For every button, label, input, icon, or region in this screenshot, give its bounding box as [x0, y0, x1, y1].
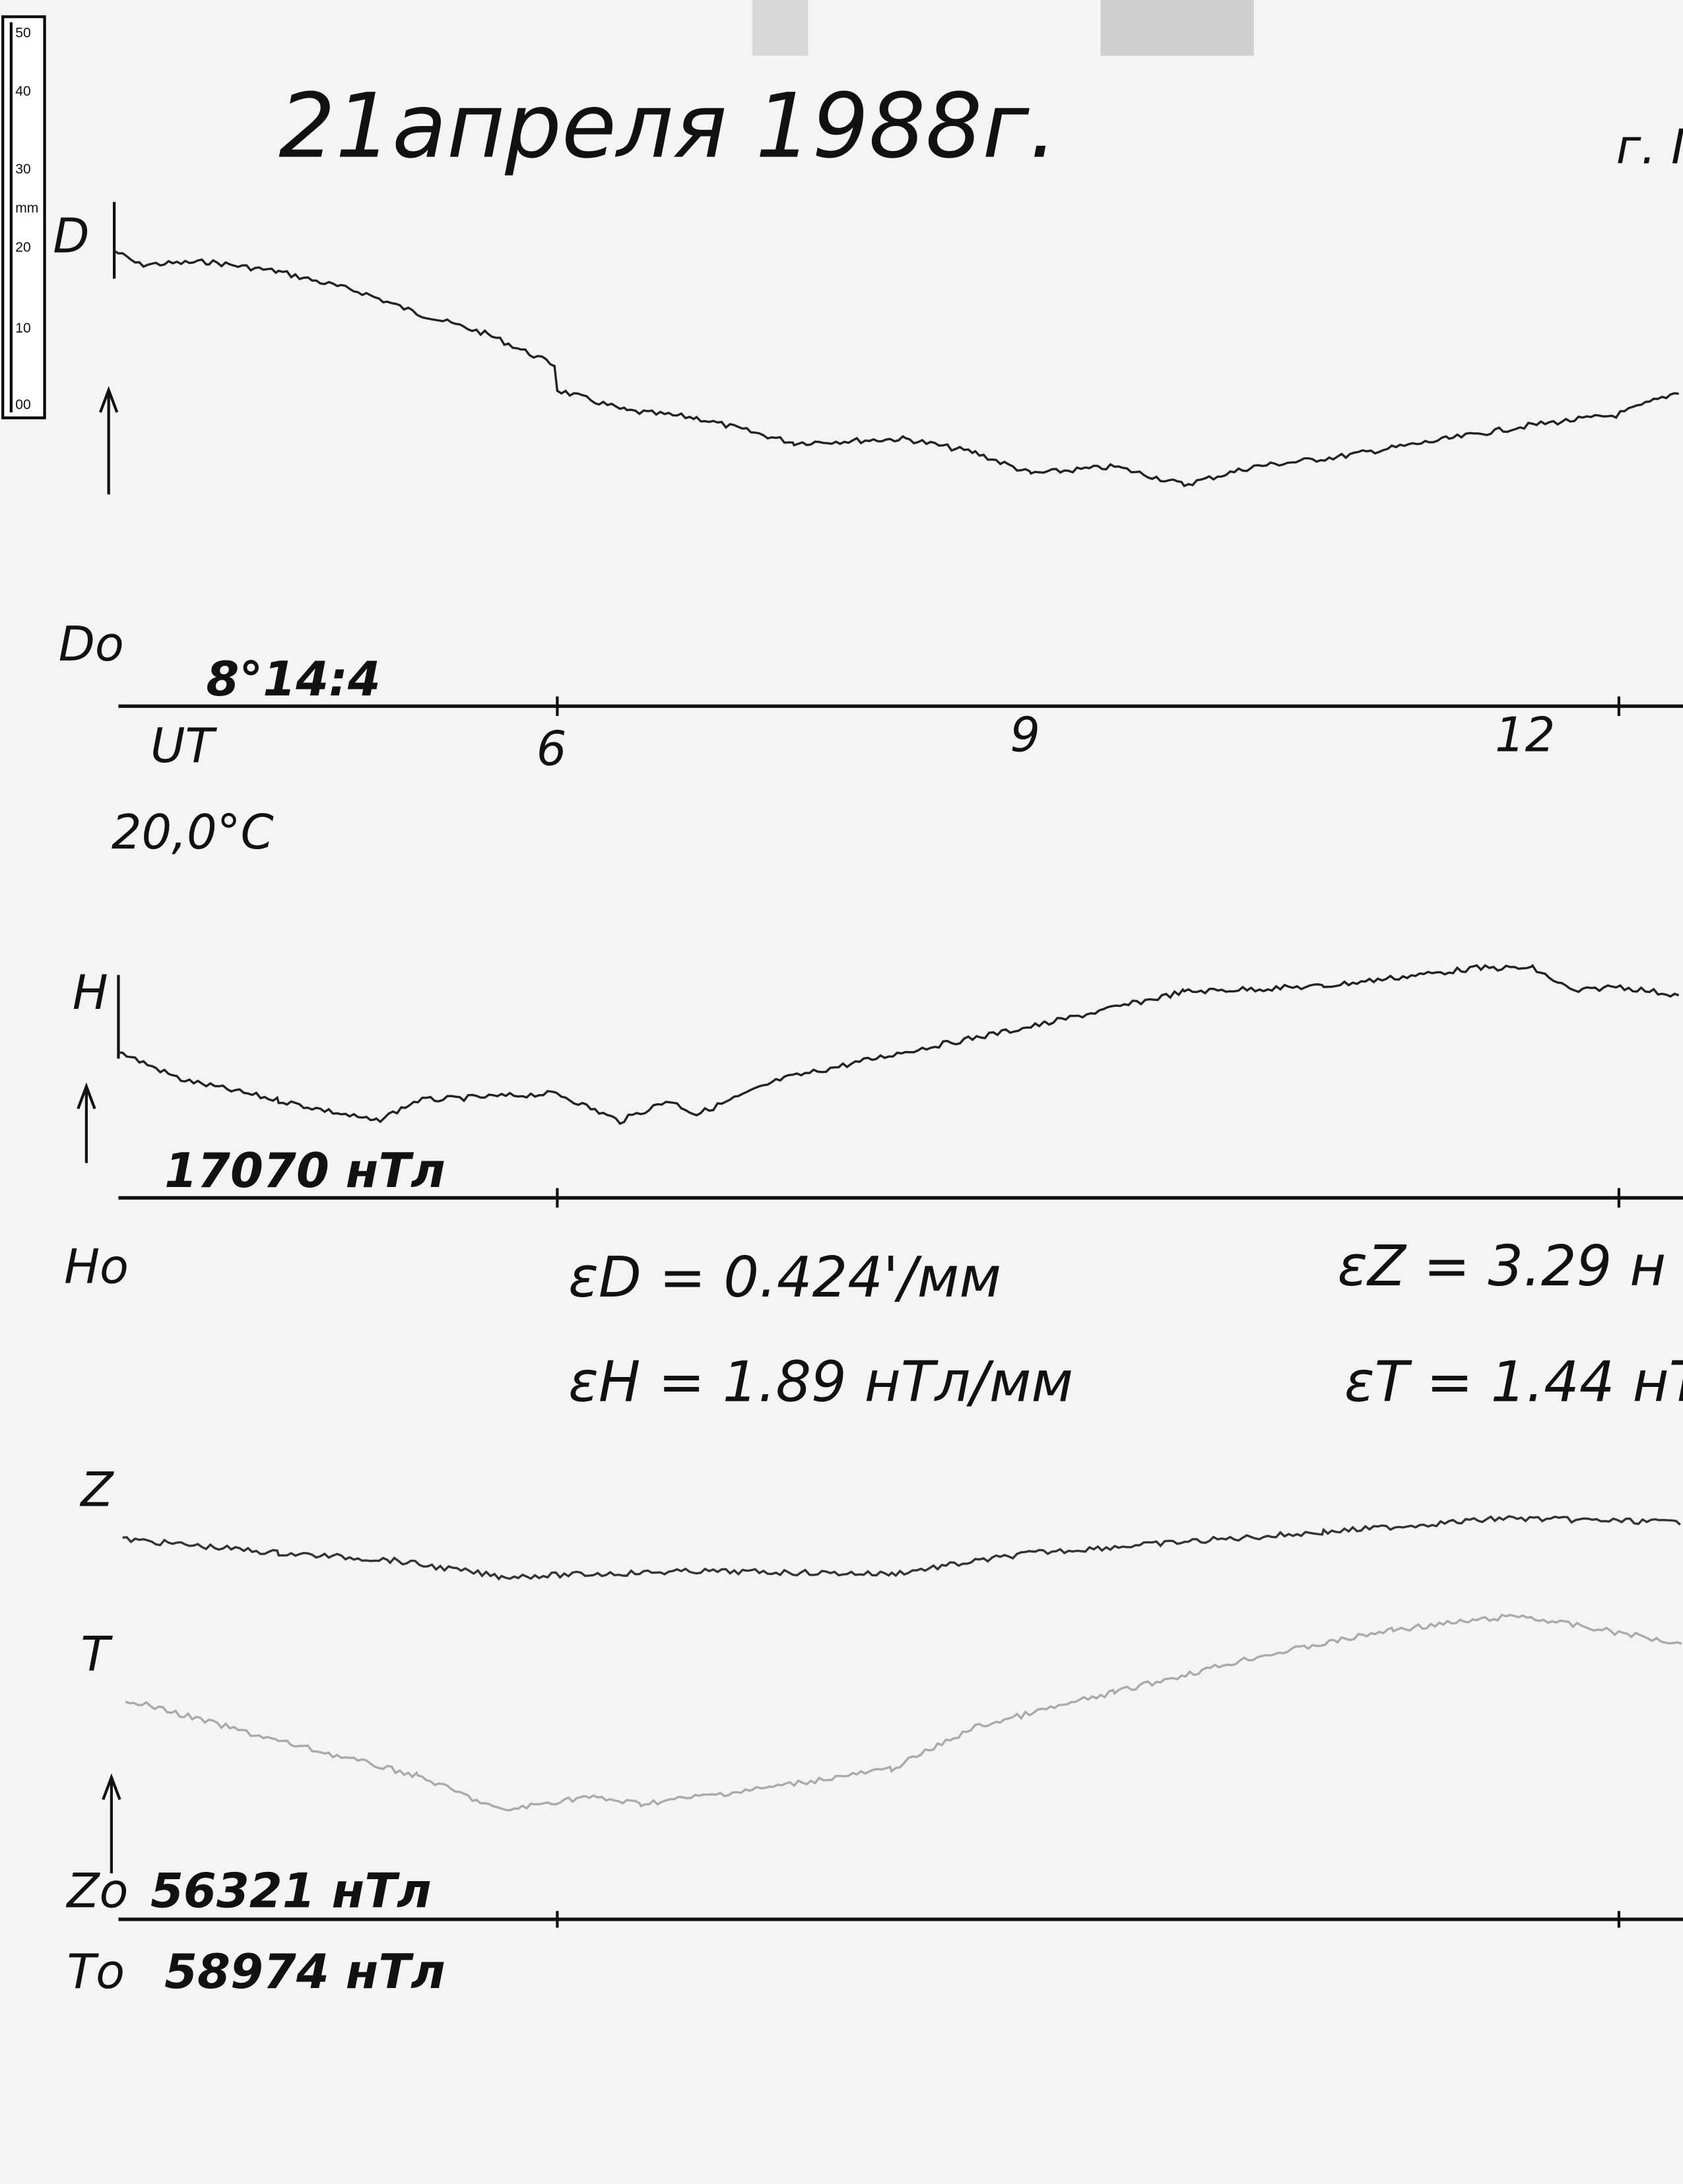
trace [125, 1613, 1682, 1812]
scan-shadow [1100, 0, 1254, 56]
ruler-unit: mm [15, 201, 38, 216]
baseline-label: Zо [65, 1863, 128, 1918]
scale-factor: εZ = 3.29 н [1337, 1234, 1666, 1299]
trace-label: T [81, 1626, 113, 1682]
trace-label: Z [79, 1461, 114, 1517]
scale-factor: εD = 0.424'/мм [568, 1245, 1001, 1310]
trace [114, 249, 1679, 488]
scale-factor: εT = 1.44 нТ [1344, 1349, 1683, 1414]
traces [114, 249, 1682, 1812]
baseline-value: 8°14:4 [206, 651, 380, 707]
ruler-mark: 30 [15, 162, 30, 177]
date: 21апреля 1988г. [279, 75, 1057, 178]
baseline-value: 17070 нТл [164, 1143, 446, 1198]
time-label: UT [150, 718, 218, 773]
ruler-mark: 00 [15, 397, 30, 412]
baseline-label: Hо [64, 1239, 129, 1295]
hour-ticks [112, 202, 1621, 1928]
arrows [77, 386, 121, 1874]
trace-label: D [53, 209, 89, 264]
temperature: 20,0°C [112, 804, 274, 860]
ruler-body [1, 15, 46, 420]
hour-label: 6 [537, 721, 567, 776]
ruler-mark: 10 [15, 321, 30, 336]
baseline-label: Dо [59, 616, 124, 672]
trace [118, 963, 1680, 1125]
ruler-mark: 20 [15, 240, 30, 255]
ruler-mark: 40 [15, 84, 30, 99]
hour-label: 12 [1495, 707, 1555, 762]
place: г. I [1616, 119, 1683, 175]
scan-shadow [752, 0, 808, 56]
hour-label: 9 [1010, 707, 1040, 762]
ruler-mark: 50 [15, 25, 30, 40]
baseline-label: Tо [67, 1944, 125, 1999]
trace [122, 1515, 1681, 1581]
trace-label: H [73, 965, 108, 1020]
ruler: 50 40 30 mm 20 10 00 [1, 15, 46, 420]
scale-factor: εH = 1.89 нТл/мм [568, 1349, 1073, 1414]
baseline-value: 58974 нТл [164, 1944, 446, 1999]
baseline-value: 56321 нТл [150, 1863, 432, 1918]
